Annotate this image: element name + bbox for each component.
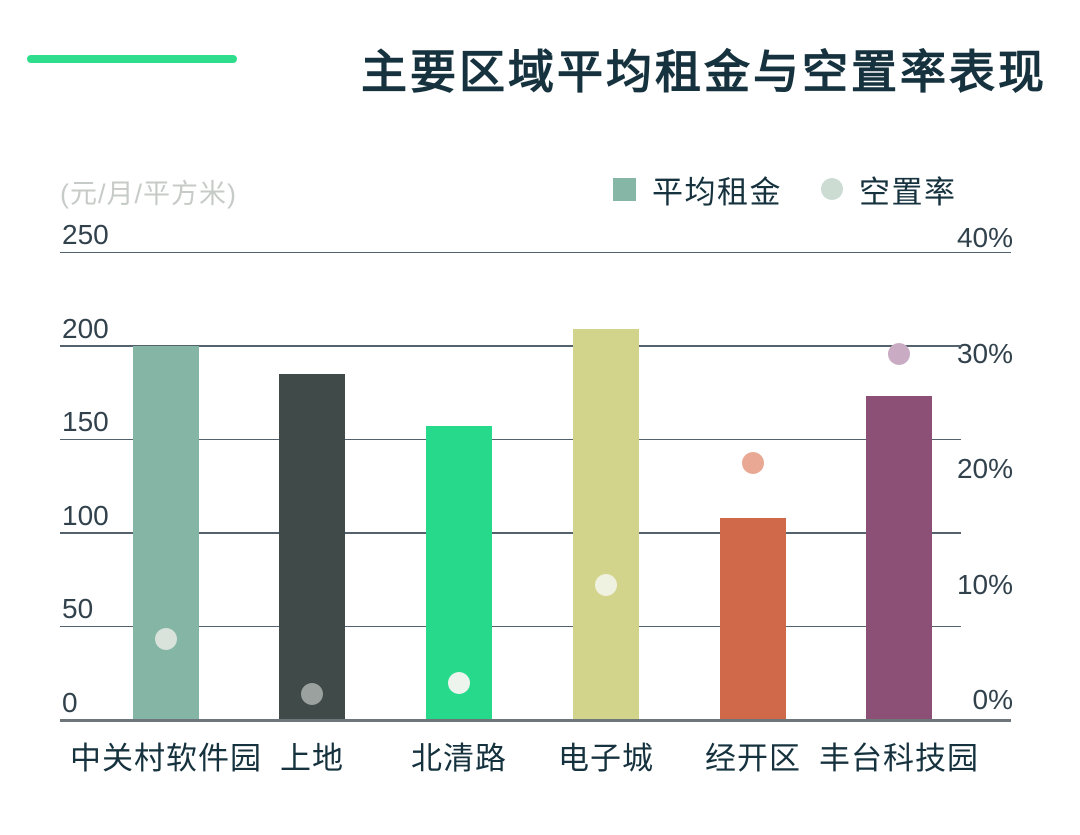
accent-line [27,55,237,63]
left-axis-tick-label: 150 [62,406,109,437]
rent-bar [573,328,639,722]
right-axis-tick-label: 20% [956,453,1013,484]
vacancy-dot [301,683,323,706]
vacancy-dot [448,671,470,694]
right-axis-tick-label: 40% [956,222,1013,253]
gridline [60,438,961,440]
vacancy-legend-circle-icon [821,178,843,200]
rent-bar [720,517,786,722]
left-axis-tick-label: 0 [62,686,78,718]
gridline [60,532,961,534]
gridline [60,251,1011,253]
x-axis-category-label: 丰台科技园 [819,741,979,776]
left-axis-tick-label: 200 [62,312,109,344]
rent-bar [133,345,199,722]
x-axis-category-label: 上地 [280,741,344,776]
left-axis-tick-label: 50 [62,593,94,624]
gridline [60,345,961,347]
rent-bar [866,395,932,722]
x-axis-baseline [60,718,1011,722]
legend: 平均租金 空置率 [613,175,957,210]
left-axis-tick-label: 100 [62,499,109,531]
chart-title: 主要区域平均租金与空置率表现 [361,46,1047,98]
vacancy-dot [888,342,910,365]
x-axis-category-label: 中关村软件园 [70,741,262,776]
vacancy-dot [155,627,177,650]
x-axis-category-label: 经开区 [705,741,801,776]
x-axis-category-label: 电子城 [558,741,654,776]
x-axis-category-label: 北清路 [411,741,507,776]
rent-legend-label: 平均租金 [652,174,782,210]
rent-legend-square-icon [613,177,636,201]
left-axis-unit-label: (元/月/平方米) [60,179,237,209]
rent-bar [279,373,345,722]
right-axis-tick-label: 0% [972,684,1013,715]
vacancy-dot [595,573,617,596]
gridline [60,625,961,627]
left-axis-tick-label: 250 [62,219,109,250]
right-axis-tick-label: 10% [956,568,1013,600]
vacancy-dot [742,452,764,475]
vacancy-legend-label: 空置率 [859,174,957,210]
right-axis-tick-label: 30% [956,337,1013,369]
